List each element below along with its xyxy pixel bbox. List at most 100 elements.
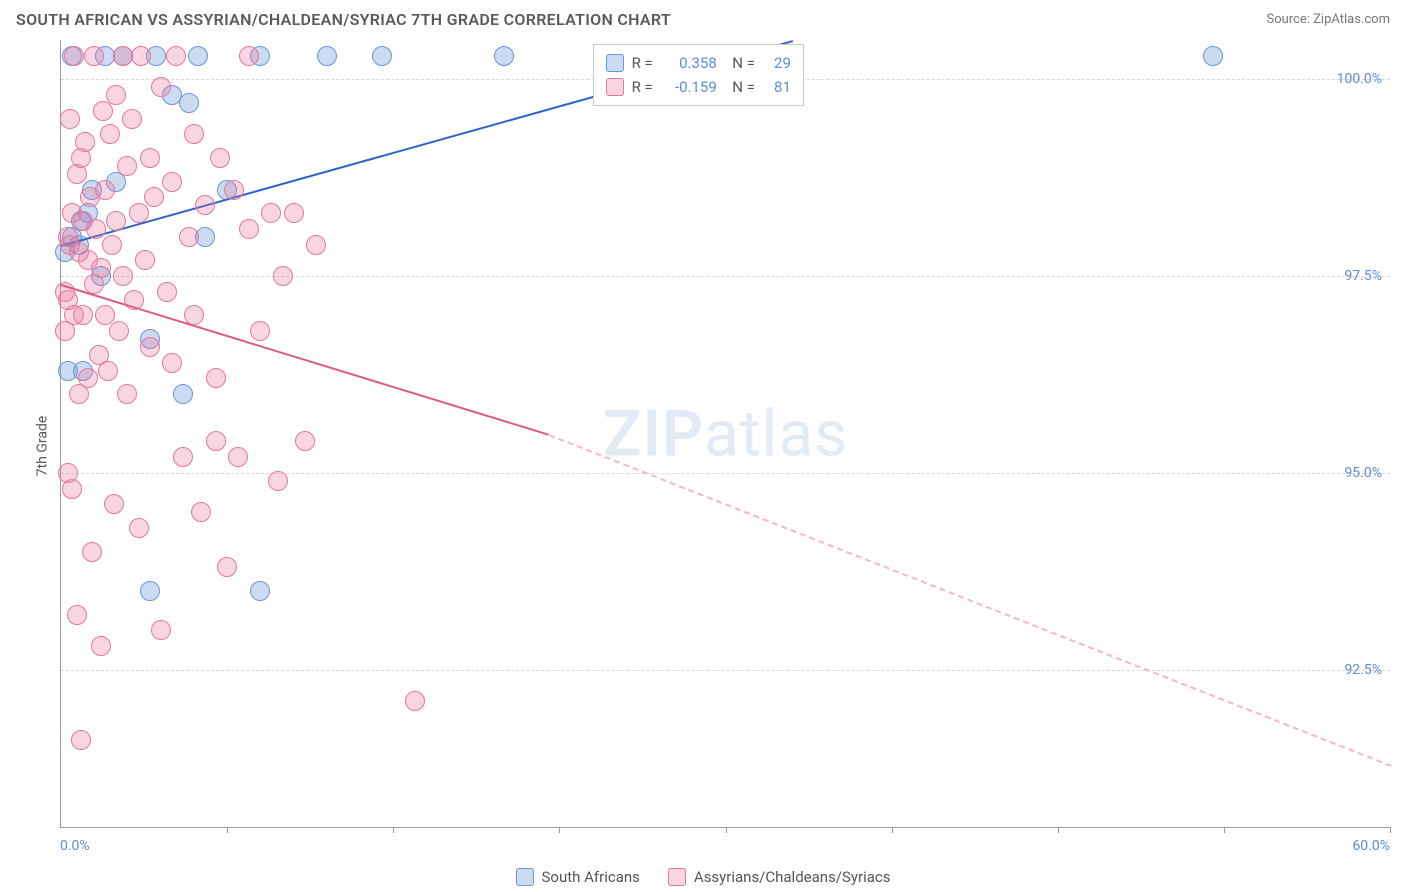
data-point-assyrians bbox=[78, 368, 98, 388]
data-point-assyrians bbox=[67, 605, 87, 625]
data-point-south_africans bbox=[188, 46, 208, 66]
data-point-assyrians bbox=[131, 46, 151, 66]
data-point-south_africans bbox=[372, 46, 392, 66]
data-point-assyrians bbox=[98, 361, 118, 381]
data-point-assyrians bbox=[106, 85, 126, 105]
data-point-assyrians bbox=[173, 447, 193, 467]
y-tick-label: 100.0% bbox=[1337, 71, 1382, 87]
gridline-h bbox=[61, 670, 1390, 671]
data-point-south_africans bbox=[317, 46, 337, 66]
y-tick-label: 92.5% bbox=[1344, 662, 1382, 678]
data-point-assyrians bbox=[95, 180, 115, 200]
data-point-assyrians bbox=[179, 227, 199, 247]
data-point-assyrians bbox=[228, 447, 248, 467]
chart-title: SOUTH AFRICAN VS ASSYRIAN/CHALDEAN/SYRIA… bbox=[16, 10, 671, 29]
legend-item-south-africans: South Africans bbox=[516, 868, 640, 886]
data-point-assyrians bbox=[224, 180, 244, 200]
data-point-assyrians bbox=[239, 46, 259, 66]
data-point-assyrians bbox=[62, 479, 82, 499]
data-point-assyrians bbox=[273, 266, 293, 286]
data-point-assyrians bbox=[104, 494, 124, 514]
stat-n-value: 29 bbox=[763, 51, 791, 75]
data-point-assyrians bbox=[162, 172, 182, 192]
data-point-assyrians bbox=[84, 46, 104, 66]
x-tick bbox=[1224, 827, 1225, 833]
legend-label: Assyrians/Chaldeans/Syriacs bbox=[694, 868, 891, 886]
data-point-assyrians bbox=[140, 148, 160, 168]
gridline-h bbox=[61, 473, 1390, 474]
data-point-assyrians bbox=[73, 305, 93, 325]
legend-label: South Africans bbox=[542, 868, 640, 886]
x-tick bbox=[892, 827, 893, 833]
data-point-assyrians bbox=[151, 620, 171, 640]
data-point-south_africans bbox=[140, 581, 160, 601]
data-point-assyrians bbox=[109, 321, 129, 341]
data-point-assyrians bbox=[217, 557, 237, 577]
data-point-assyrians bbox=[206, 431, 226, 451]
stats-swatch bbox=[606, 54, 624, 72]
bottom-legend: South Africans Assyrians/Chaldeans/Syria… bbox=[0, 868, 1406, 886]
trendline-assyrians bbox=[61, 284, 549, 436]
y-tick-label: 97.5% bbox=[1344, 268, 1382, 284]
legend-item-assyrians: Assyrians/Chaldeans/Syriacs bbox=[668, 868, 891, 886]
data-point-assyrians bbox=[261, 203, 281, 223]
data-point-assyrians bbox=[144, 187, 164, 207]
data-point-assyrians bbox=[82, 542, 102, 562]
data-point-assyrians bbox=[102, 235, 122, 255]
data-point-assyrians bbox=[206, 368, 226, 388]
data-point-assyrians bbox=[117, 384, 137, 404]
data-point-assyrians bbox=[210, 148, 230, 168]
data-point-assyrians bbox=[117, 156, 137, 176]
chart-container: 7th Grade ZIPatlas 100.0%97.5%95.0%92.5%… bbox=[16, 40, 1390, 852]
data-point-assyrians bbox=[250, 321, 270, 341]
data-point-assyrians bbox=[195, 195, 215, 215]
x-tick bbox=[559, 827, 560, 833]
x-axis-max-label: 60.0% bbox=[1352, 838, 1390, 854]
x-axis-min-label: 0.0% bbox=[60, 838, 90, 854]
data-point-assyrians bbox=[113, 266, 133, 286]
data-point-assyrians bbox=[151, 77, 171, 97]
trendline-dashed-assyrians bbox=[548, 434, 1391, 767]
stats-row-south_africans: R =0.358 N =29 bbox=[606, 51, 791, 75]
data-point-assyrians bbox=[129, 518, 149, 538]
stat-r-label: R = bbox=[632, 75, 653, 99]
data-point-assyrians bbox=[405, 691, 425, 711]
data-point-south_africans bbox=[1203, 46, 1223, 66]
data-point-assyrians bbox=[91, 636, 111, 656]
source-label: Source: ZipAtlas.com bbox=[1266, 12, 1390, 27]
data-point-assyrians bbox=[306, 235, 326, 255]
stats-swatch bbox=[606, 78, 624, 96]
data-point-assyrians bbox=[268, 471, 288, 491]
gridline-h bbox=[61, 276, 1390, 277]
watermark: ZIPatlas bbox=[603, 396, 848, 471]
stats-row-assyrians: R =-0.159 N =81 bbox=[606, 75, 791, 99]
x-tick bbox=[726, 827, 727, 833]
legend-swatch-pink bbox=[668, 868, 686, 886]
legend-swatch-blue bbox=[516, 868, 534, 886]
data-point-assyrians bbox=[135, 250, 155, 270]
data-point-assyrians bbox=[140, 337, 160, 357]
data-point-south_africans bbox=[179, 93, 199, 113]
data-point-assyrians bbox=[91, 258, 111, 278]
data-point-assyrians bbox=[129, 203, 149, 223]
x-tick bbox=[227, 827, 228, 833]
x-tick bbox=[1058, 827, 1059, 833]
data-point-assyrians bbox=[166, 46, 186, 66]
data-point-assyrians bbox=[93, 101, 113, 121]
plot-area: ZIPatlas 100.0%97.5%95.0%92.5%R =0.358 N… bbox=[60, 40, 1390, 828]
x-tick bbox=[393, 827, 394, 833]
data-point-assyrians bbox=[122, 109, 142, 129]
data-point-assyrians bbox=[295, 431, 315, 451]
watermark-light: atlas bbox=[704, 396, 848, 471]
data-point-assyrians bbox=[64, 46, 84, 66]
data-point-assyrians bbox=[71, 730, 91, 750]
data-point-south_africans bbox=[250, 581, 270, 601]
data-point-assyrians bbox=[100, 124, 120, 144]
stat-r-value: 0.358 bbox=[661, 51, 717, 75]
stat-r-label: R = bbox=[632, 51, 653, 75]
y-tick-label: 95.0% bbox=[1344, 465, 1382, 481]
data-point-assyrians bbox=[75, 132, 95, 152]
data-point-assyrians bbox=[162, 353, 182, 373]
data-point-assyrians bbox=[284, 203, 304, 223]
data-point-assyrians bbox=[157, 282, 177, 302]
